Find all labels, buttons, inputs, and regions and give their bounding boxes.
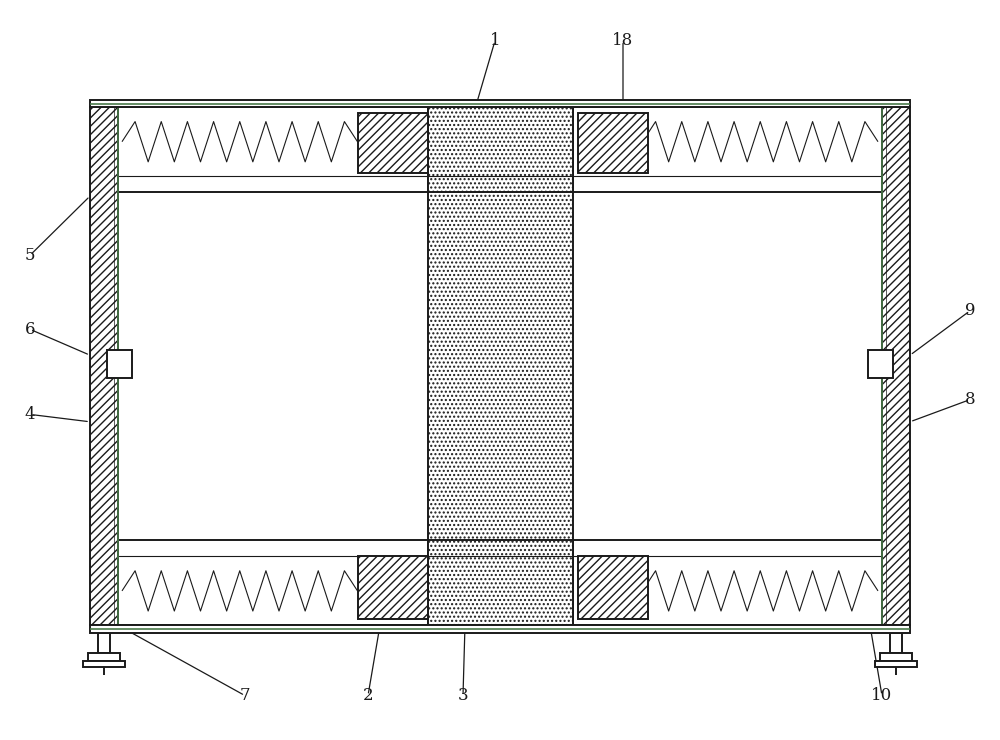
Bar — [88, 653, 120, 661]
Bar — [578, 113, 648, 173]
Bar — [428, 540, 572, 625]
Bar — [882, 107, 910, 625]
Text: 2: 2 — [363, 687, 373, 704]
Bar — [868, 350, 893, 377]
Bar — [880, 653, 912, 661]
Text: 9: 9 — [965, 303, 975, 319]
Bar — [358, 556, 428, 619]
Text: 18: 18 — [612, 33, 634, 49]
Text: 7: 7 — [240, 687, 250, 704]
Bar — [578, 556, 648, 619]
Bar — [358, 113, 428, 173]
Text: 4: 4 — [25, 406, 35, 423]
Bar — [118, 540, 882, 625]
Bar — [90, 625, 910, 633]
Bar — [90, 107, 118, 625]
Bar — [118, 107, 882, 192]
Text: 6: 6 — [25, 321, 35, 337]
Text: 1: 1 — [490, 33, 500, 49]
Text: 3: 3 — [458, 687, 468, 704]
Text: 8: 8 — [965, 391, 975, 408]
Text: 10: 10 — [871, 687, 893, 704]
Bar — [90, 100, 910, 107]
Bar — [875, 661, 917, 667]
Text: 5: 5 — [25, 247, 35, 263]
Bar — [83, 661, 125, 667]
Bar — [107, 350, 132, 377]
Bar — [428, 107, 572, 192]
Bar — [428, 107, 572, 625]
